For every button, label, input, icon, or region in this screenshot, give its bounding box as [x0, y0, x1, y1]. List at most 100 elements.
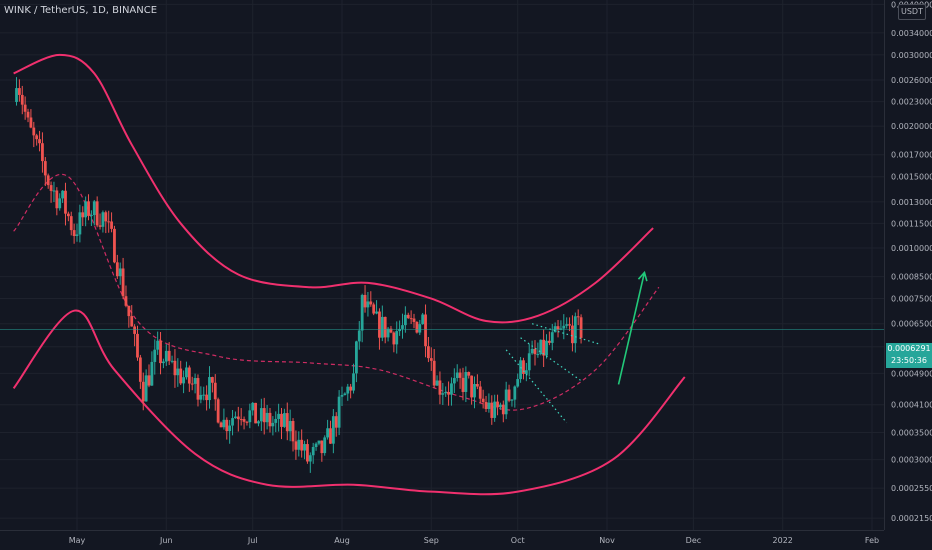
- currency-button[interactable]: USDT: [898, 4, 926, 20]
- time-tick-label: Dec: [686, 536, 701, 545]
- candle-body: [455, 372, 459, 379]
- symbol-title: WINK / TetherUS, 1D, BINANCE: [4, 5, 158, 16]
- candle-body: [565, 324, 569, 326]
- candle-body: [124, 296, 128, 306]
- price-tick-label: 0.0004100: [891, 401, 932, 410]
- candle-body: [55, 190, 59, 209]
- candle-body: [478, 386, 482, 399]
- candle-body: [326, 428, 329, 438]
- candle-body: [516, 379, 520, 387]
- candle-body: [323, 437, 327, 454]
- candle-body: [464, 372, 468, 392]
- candle-body: [496, 401, 499, 408]
- candle-body: [559, 328, 563, 330]
- candle-body: [35, 135, 39, 140]
- candle-body: [130, 316, 134, 327]
- candle-body: [378, 311, 381, 338]
- candle-body: [234, 416, 237, 419]
- candle-body: [43, 161, 47, 176]
- candle-body: [277, 413, 281, 419]
- candle-body: [484, 402, 488, 409]
- candle-body: [501, 404, 505, 415]
- candle-body: [499, 404, 502, 408]
- candle-body: [61, 190, 64, 199]
- candle-body: [58, 198, 62, 209]
- candle-body: [187, 367, 191, 384]
- candle-body: [412, 318, 416, 322]
- candle-body: [340, 395, 344, 397]
- candle-body: [550, 332, 554, 343]
- candle-body: [513, 386, 517, 400]
- candle-body: [571, 325, 574, 344]
- candlestick-series: [15, 77, 583, 473]
- candle-body: [409, 318, 413, 320]
- candle-body: [360, 294, 364, 331]
- time-tick-label: Jun: [159, 536, 173, 545]
- candle-body: [228, 425, 232, 432]
- candle-body: [568, 324, 571, 326]
- candle-body: [539, 339, 543, 355]
- candle-body: [153, 349, 157, 362]
- candle-body: [104, 212, 108, 222]
- trend-overlays: [0, 270, 884, 424]
- price-tick-label: 0.0015000: [891, 173, 932, 182]
- candle-body: [337, 396, 341, 428]
- time-axis[interactable]: May Jun Jul Aug Sep Oct Nov Dec 2022 Feb: [0, 530, 884, 546]
- candle-body: [366, 301, 370, 308]
- candle-body: [41, 143, 44, 162]
- candle-body: [170, 360, 174, 362]
- candle-body: [115, 262, 119, 277]
- candle-body: [32, 127, 36, 136]
- candle-body: [481, 398, 485, 403]
- candle-body: [473, 384, 476, 398]
- channel-curves: [12, 53, 686, 496]
- candle-body: [375, 311, 378, 314]
- candle-body: [406, 314, 410, 319]
- candle-body: [52, 190, 56, 192]
- candle-body: [282, 413, 286, 427]
- candle-body: [294, 441, 298, 450]
- candle-body: [87, 201, 90, 216]
- candle-body: [179, 368, 183, 384]
- price-axis[interactable]: 0.00400000.00340000.00300000.00260000.00…: [884, 0, 932, 550]
- price-tick-label: 0.0023000: [891, 98, 932, 107]
- candle-body: [386, 328, 390, 338]
- candle-body: [461, 377, 465, 392]
- candle-body: [493, 401, 497, 418]
- candle-body: [75, 234, 79, 237]
- time-tick-label: 2022: [773, 536, 793, 545]
- candle-body: [144, 375, 148, 402]
- candle-body: [136, 333, 139, 358]
- candle-body: [403, 314, 407, 326]
- candle-body: [334, 416, 338, 428]
- candle-body: [138, 357, 142, 382]
- candle-body: [259, 408, 263, 422]
- price-tick-label: 0.0007500: [891, 295, 932, 304]
- candle-body: [401, 325, 404, 329]
- candle-body: [542, 339, 546, 356]
- price-tick-label: 0.0008500: [891, 273, 932, 282]
- candle-body: [268, 412, 272, 427]
- time-tick-label: May: [69, 536, 86, 545]
- upper-channel-curve: [13, 53, 654, 324]
- candle-body: [470, 375, 474, 398]
- candle-body: [162, 361, 165, 364]
- candle-body: [320, 440, 324, 454]
- candle-body: [222, 419, 226, 428]
- candle-body: [389, 328, 393, 333]
- candle-body: [69, 216, 73, 231]
- candle-body: [210, 377, 214, 383]
- candle-body: [20, 94, 24, 105]
- candle-body: [159, 340, 162, 364]
- candle-body: [415, 321, 419, 333]
- candle-body: [199, 394, 203, 400]
- candle-body: [533, 348, 537, 355]
- candle-body: [141, 381, 145, 402]
- candle-body: [343, 393, 347, 396]
- candle-body: [285, 413, 289, 432]
- candle-body: [225, 419, 229, 432]
- candle-body: [231, 418, 234, 426]
- candle-body: [536, 354, 540, 356]
- candle-body: [475, 384, 479, 387]
